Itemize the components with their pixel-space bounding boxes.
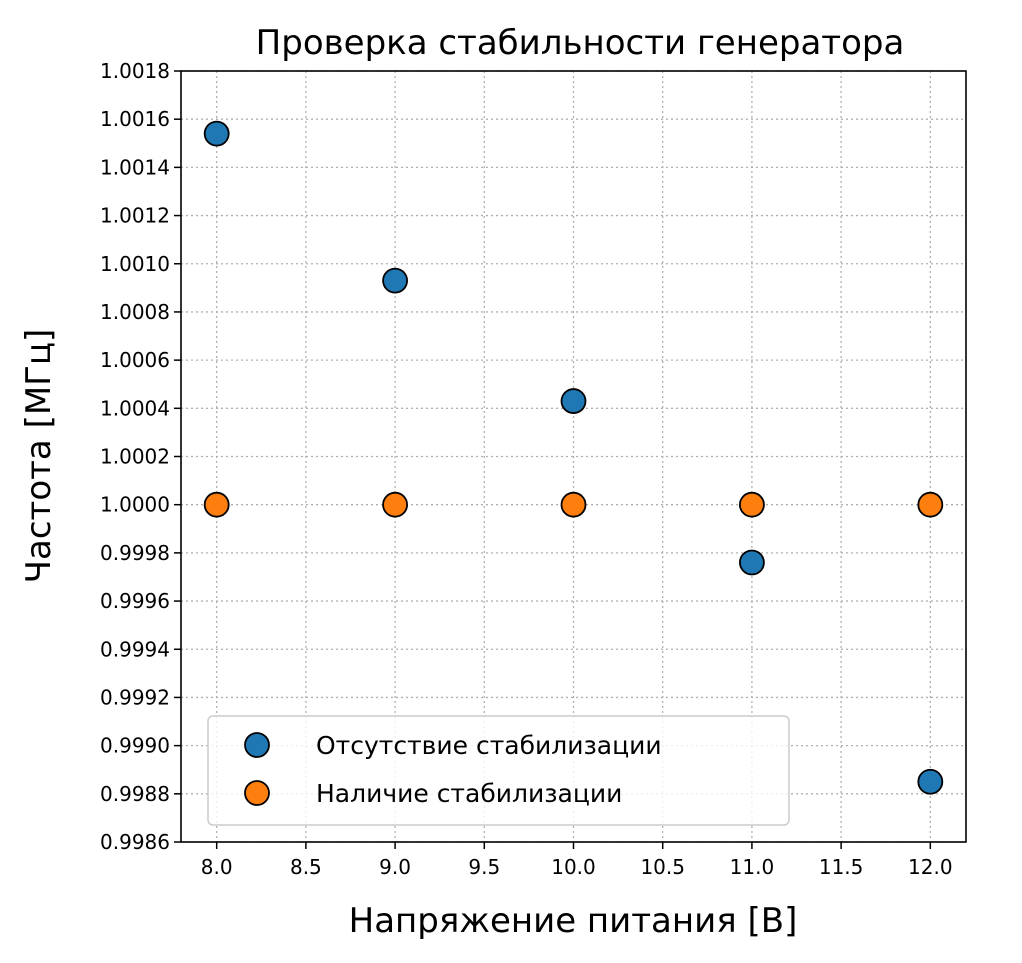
y-tick-label: 1.0014 [100, 155, 170, 179]
point-stabilized-2 [560, 491, 587, 518]
y-tick-label: 0.9986 [100, 830, 170, 854]
y-tick-label: 0.9994 [100, 637, 170, 661]
point-unstabilized-4 [917, 768, 944, 795]
point-unstabilized-1 [382, 267, 408, 294]
legend-label-unstabilized: Отсутствие стабилизации [316, 731, 662, 760]
point-stabilized-0 [203, 491, 230, 518]
x-tick-label: 8.5 [290, 855, 322, 879]
point-stabilized-3 [739, 491, 765, 518]
chart-title: Проверка стабильности генератора [256, 23, 905, 63]
legend: Отсутствие стабилизации Наличие стабилиз… [207, 715, 790, 826]
plot-frame [180, 70, 967, 843]
x-tick-label: 8.0 [201, 855, 233, 879]
data-points [203, 120, 944, 795]
y-axis-ticks: 0.9986 0.9988 0.9990 0.9992 0.9994 0.9996 0.99… [100, 59, 181, 854]
point-unstabilized-3 [739, 549, 765, 576]
y-tick-label: 1.0012 [100, 204, 170, 228]
y-axis-label: Частота [МГц] [19, 329, 59, 584]
point-stabilized-1 [382, 491, 408, 518]
point-stabilized-4 [917, 491, 944, 518]
x-axis-label: Напряжение питания [В] [349, 901, 798, 941]
point-unstabilized-2 [560, 388, 587, 414]
y-tick-label: 1.0010 [100, 252, 170, 276]
y-tick-label: 0.9990 [100, 734, 170, 758]
y-tick-label: 1.0000 [100, 493, 170, 517]
y-tick-label: 1.0018 [100, 59, 170, 83]
x-tick-label: 10.0 [551, 855, 596, 879]
legend-marker-unstabilized [244, 732, 270, 758]
x-tick-label: 9.0 [379, 855, 411, 879]
y-tick-label: 1.0004 [100, 396, 170, 420]
legend-marker-stabilized [244, 780, 270, 806]
point-unstabilized-0 [203, 120, 230, 147]
y-tick-label: 1.0006 [100, 348, 170, 372]
x-axis-ticks: 8.0 8.5 9.0 9.5 10.0 10.5 11.0 11.5 12.0 [201, 842, 953, 879]
x-tick-label: 9.5 [468, 855, 500, 879]
y-tick-label: 0.9998 [100, 541, 170, 565]
y-tick-label: 0.9988 [100, 782, 170, 806]
y-tick-label: 1.0002 [100, 445, 170, 469]
y-tick-label: 1.0016 [100, 107, 170, 131]
y-tick-label: 1.0008 [100, 300, 170, 324]
x-tick-label: 10.5 [640, 855, 685, 879]
x-tick-label: 12.0 [908, 855, 953, 879]
x-tick-label: 11.0 [730, 855, 775, 879]
legend-box [207, 715, 790, 826]
x-tick-label: 11.5 [819, 855, 864, 879]
legend-label-stabilized: Наличие стабилизации [316, 779, 622, 808]
y-tick-label: 0.9992 [100, 685, 170, 709]
y-tick-label: 0.9996 [100, 589, 170, 613]
